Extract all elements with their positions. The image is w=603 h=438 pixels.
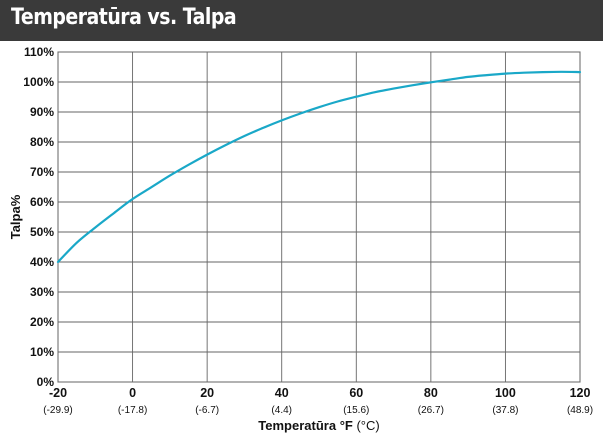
y-tick-label: 70% [30, 165, 54, 179]
title-bar: Temperatūra vs. Talpa [0, 0, 603, 41]
x-tick-sublabel: (48.9) [567, 405, 593, 416]
x-tick-sublabel: (-17.8) [118, 405, 147, 416]
x-tick-label: 100 [495, 386, 516, 400]
chart-title: Temperatūra vs. Talpa [11, 5, 237, 30]
x-tick-label: 60 [349, 386, 363, 400]
x-tick-label: 80 [424, 386, 438, 400]
y-tick-label: 80% [30, 135, 54, 149]
x-tick-sublabel: (26.7) [418, 405, 444, 416]
x-axis-ticks: -20 (-29.9) 0 (-17.8) 20 (-6.7) 40 (4.4) 60 (15.6… [43, 386, 593, 416]
x-tick-label: 40 [275, 386, 289, 400]
x-tick-sublabel: (-29.9) [43, 405, 72, 416]
y-tick-label: 20% [30, 315, 54, 329]
x-tick-label: 0 [129, 386, 136, 400]
x-tick-label: 20 [200, 386, 214, 400]
y-axis-ticks: 0% 10% 20% 30% 40% 50% 60% 70% 80% 90% 100% 110% [23, 45, 54, 389]
plot-border [57, 51, 581, 383]
y-tick-label: 10% [30, 345, 54, 359]
x-tick-sublabel: (-6.7) [195, 405, 219, 416]
x-axis-label: Temperatūra °F (°C) [258, 418, 379, 433]
y-tick-label: 50% [30, 225, 54, 239]
series-line [56, 70, 582, 264]
series-group [56, 70, 582, 264]
y-tick-label: 40% [30, 255, 54, 269]
x-tick-label: -20 [49, 386, 67, 400]
x-tick-sublabel: (4.4) [271, 405, 292, 416]
x-axis-label-unit: (°C) [356, 418, 379, 433]
y-tick-label: 30% [30, 285, 54, 299]
y-axis-label: Talpa% [8, 194, 23, 239]
y-tick-label: 60% [30, 195, 54, 209]
x-tick-sublabel: (15.6) [343, 405, 369, 416]
y-tick-label: 110% [24, 45, 54, 59]
x-tick-sublabel: (37.8) [492, 405, 518, 416]
grid [57, 51, 581, 383]
y-tick-label: 100% [23, 75, 54, 89]
y-tick-label: 90% [30, 105, 54, 119]
y-tick-label: 0% [37, 375, 55, 389]
x-tick-label: 120 [570, 386, 591, 400]
